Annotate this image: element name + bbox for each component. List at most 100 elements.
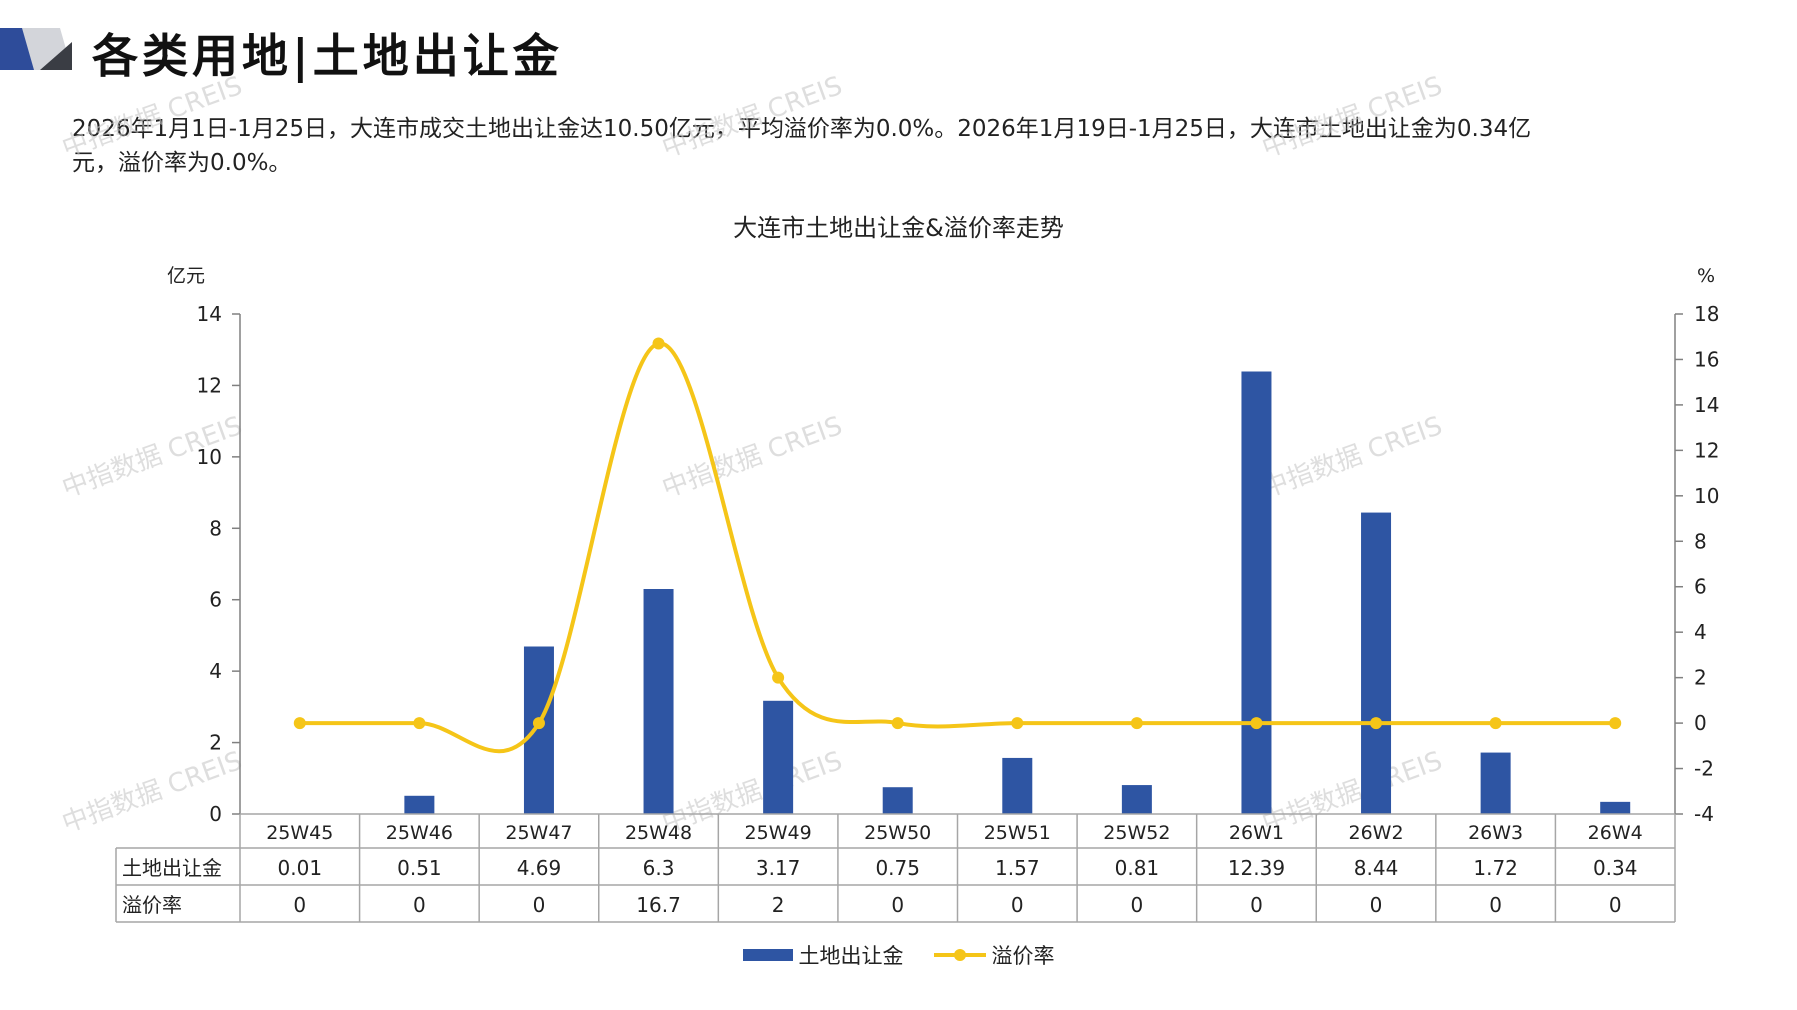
point-26W3 — [1489, 717, 1502, 730]
left-tick-label: 2 — [209, 731, 222, 755]
table-cell: 0.81 — [1115, 856, 1160, 880]
corner-mark-dark — [0, 28, 34, 70]
point-25W51 — [1011, 717, 1024, 730]
legend-item-line: 溢价率 — [933, 940, 1055, 970]
category-label-25W48: 25W48 — [625, 822, 692, 844]
bar-26W1 — [1241, 371, 1272, 814]
table-cell: 0 — [1250, 893, 1263, 917]
right-tick-label: 2 — [1694, 666, 1707, 690]
legend-bar-swatch — [742, 949, 793, 961]
watermark-2: 中指数据 CREIS — [1258, 71, 1446, 164]
table-cell: 8.44 — [1354, 856, 1399, 880]
point-25W49 — [772, 671, 785, 684]
legend-label-line: 溢价率 — [991, 944, 1055, 968]
summary-line-2: 元，溢价率为0.0%。 — [72, 150, 292, 176]
category-label-25W52: 25W52 — [1103, 822, 1170, 844]
left-tick-label: 8 — [209, 516, 222, 540]
bar-26W4 — [1600, 801, 1631, 814]
left-tick-label: 14 — [197, 302, 222, 326]
table-cell: 4.69 — [517, 856, 562, 880]
table-cell: 0.75 — [875, 856, 920, 880]
table-cell: 2 — [772, 893, 785, 917]
right-tick-label: 10 — [1694, 484, 1719, 508]
watermark-4: 中指数据 CREIS — [658, 411, 846, 504]
point-25W50 — [891, 717, 904, 730]
table-cell: 16.7 — [636, 893, 681, 917]
header-corner-mark — [0, 28, 72, 70]
table-cell: 0.51 — [397, 856, 442, 880]
bar-26W3 — [1480, 752, 1511, 814]
point-26W1 — [1250, 717, 1263, 730]
point-25W52 — [1130, 717, 1143, 730]
watermark-1: 中指数据 CREIS — [658, 71, 846, 164]
right-axis-unit: % — [1697, 265, 1715, 287]
right-tick-label: -4 — [1694, 802, 1714, 826]
table-row-label: 溢价率 — [122, 893, 182, 917]
table-cell: 0 — [1011, 893, 1024, 917]
category-label-25W47: 25W47 — [505, 822, 572, 844]
category-label-25W49: 25W49 — [745, 822, 812, 844]
table-cell: 0 — [1489, 893, 1502, 917]
bar-series — [284, 371, 1631, 814]
table-cell: 0 — [293, 893, 306, 917]
legend-line-swatch — [933, 949, 986, 961]
summary-line-1: 2026年1月1日-1月25日，大连市成交土地出让金达10.50亿元，平均溢价率… — [72, 116, 1532, 142]
right-tick-label: 14 — [1694, 393, 1719, 417]
legend-item-bar: 土地出让金 — [742, 940, 904, 970]
table-cell: 12.39 — [1228, 856, 1285, 880]
category-label-25W51: 25W51 — [984, 822, 1051, 844]
category-label-26W3: 26W3 — [1468, 822, 1523, 844]
bar-25W52 — [1121, 785, 1152, 814]
category-label-25W50: 25W50 — [864, 822, 931, 844]
left-axis: 0 2 4 6 8 10 12 14 — [197, 302, 241, 826]
bar-25W51 — [1002, 757, 1033, 814]
left-axis-unit: 亿元 — [167, 265, 205, 287]
right-tick-label: 18 — [1694, 302, 1719, 326]
bar-25W49 — [763, 700, 794, 814]
category-label-26W1: 26W1 — [1229, 822, 1284, 844]
point-26W4 — [1609, 717, 1622, 730]
right-tick-label: -2 — [1694, 757, 1714, 781]
summary-text: 2026年1月1日-1月25日，大连市成交土地出让金达10.50亿元，平均溢价率… — [72, 112, 1752, 180]
chart-legend: 土地出让金 溢价率 — [0, 940, 1797, 970]
watermark-5: 中指数据 CREIS — [1258, 411, 1446, 504]
premium-rate-line — [299, 341, 1616, 754]
left-tick-label: 0 — [209, 802, 222, 826]
category-label-25W46: 25W46 — [386, 822, 453, 844]
table-cell: 0.01 — [278, 856, 323, 880]
table-row-label: 土地出让金 — [122, 856, 222, 880]
bar-25W47 — [523, 646, 554, 814]
right-tick-label: 16 — [1694, 347, 1719, 371]
page-title: 各类用地|土地出让金 — [92, 29, 563, 83]
point-25W47 — [532, 717, 545, 730]
right-tick-label: 0 — [1694, 711, 1707, 735]
bar-25W46 — [404, 795, 435, 814]
right-tick-label: 4 — [1694, 620, 1707, 644]
right-tick-label: 12 — [1694, 438, 1719, 462]
bar-25W50 — [882, 787, 913, 814]
table-cell: 1.57 — [995, 856, 1040, 880]
point-26W2 — [1370, 717, 1383, 730]
right-tick-label: 6 — [1694, 575, 1707, 599]
bar-26W2 — [1361, 512, 1392, 814]
table-cell: 0 — [1131, 893, 1144, 917]
left-tick-label: 12 — [197, 373, 222, 397]
table-cell: 0 — [533, 893, 546, 917]
left-tick-label: 6 — [209, 588, 222, 612]
left-tick-label: 4 — [209, 659, 222, 683]
table-cell: 3.17 — [756, 856, 801, 880]
table-cell: 0 — [1609, 893, 1622, 917]
point-25W48 — [652, 337, 665, 350]
table-cell: 0.34 — [1593, 856, 1638, 880]
table-cell: 0 — [1370, 893, 1383, 917]
point-25W46 — [413, 717, 426, 730]
point-25W45 — [293, 717, 306, 730]
category-label-26W2: 26W2 — [1349, 822, 1404, 844]
category-label-26W4: 26W4 — [1588, 822, 1643, 844]
table-cell: 0 — [891, 893, 904, 917]
table-cell: 1.72 — [1473, 856, 1518, 880]
bar-25W48 — [643, 589, 674, 814]
corner-mark-mid — [40, 42, 72, 70]
right-tick-label: 8 — [1694, 529, 1707, 553]
